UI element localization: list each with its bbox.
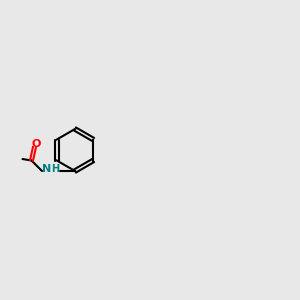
Text: O: O bbox=[31, 139, 41, 149]
Text: H: H bbox=[51, 164, 60, 175]
Text: N: N bbox=[42, 164, 51, 175]
